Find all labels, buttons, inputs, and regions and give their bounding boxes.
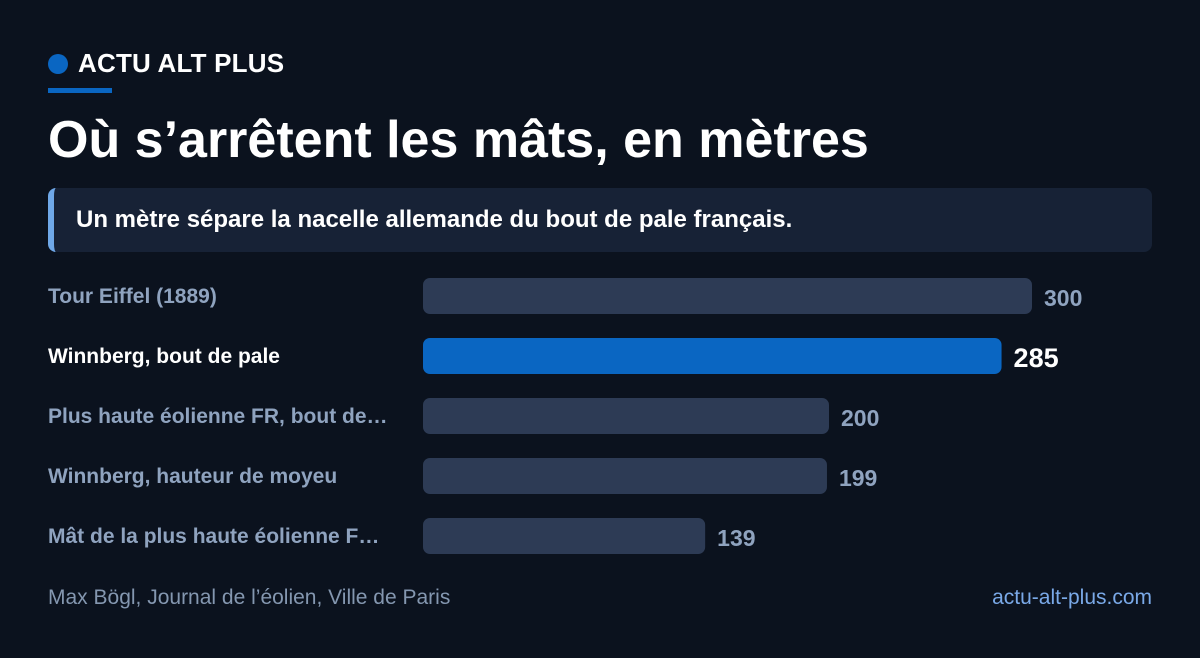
brand-underline <box>48 88 112 93</box>
bar <box>423 518 706 554</box>
category-label: Mât de la plus haute éolienne F… <box>48 525 379 548</box>
chart-subtitle: Un mètre sépare la nacelle allemande du … <box>76 206 793 233</box>
bar <box>423 278 1032 314</box>
value-label: 300 <box>1044 285 1082 311</box>
brand: ACTU ALT PLUS <box>48 48 284 79</box>
category-label: Tour Eiffel (1889) <box>48 285 217 308</box>
bar <box>423 458 827 494</box>
brand-name: ACTU ALT PLUS <box>78 48 285 78</box>
brand-dot-icon <box>48 53 68 74</box>
subtitle-callout: Un mètre sépare la nacelle allemande du … <box>48 188 1152 252</box>
bar <box>423 398 829 434</box>
site-link[interactable]: actu-alt-plus.com <box>992 586 1152 609</box>
value-label: 200 <box>841 405 879 431</box>
source-note: Max Bögl, Journal de l’éolien, Ville de … <box>48 586 451 609</box>
category-label: Plus haute éolienne FR, bout de… <box>48 405 388 428</box>
value-label: 139 <box>717 525 755 551</box>
chart-title: Où s’arrêtent les mâts, en mètres <box>48 111 869 169</box>
category-label: Winnberg, bout de pale <box>48 345 280 368</box>
category-label: Winnberg, hauteur de moyeu <box>48 465 337 488</box>
bar <box>423 338 1002 374</box>
value-label: 285 <box>1014 343 1059 373</box>
value-label: 199 <box>839 465 877 491</box>
